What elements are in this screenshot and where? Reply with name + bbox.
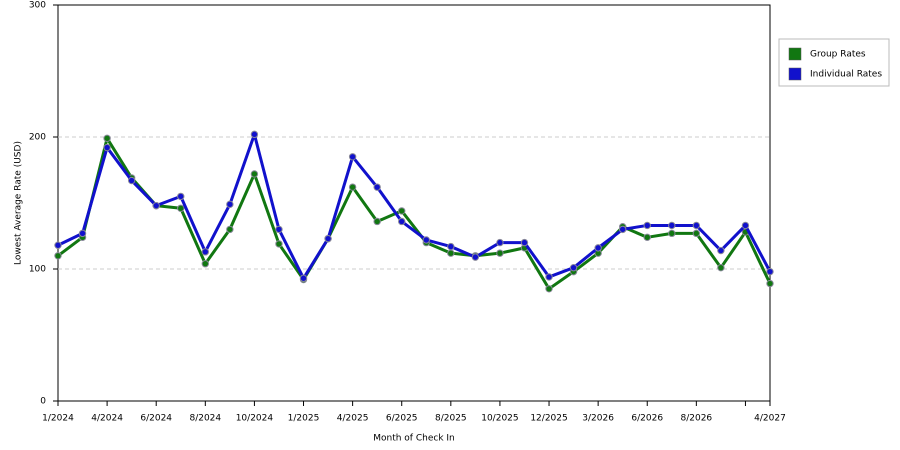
data-point bbox=[643, 221, 651, 230]
data-point bbox=[78, 229, 87, 238]
data-point bbox=[103, 134, 111, 143]
data-point bbox=[250, 170, 259, 178]
data-point bbox=[618, 225, 627, 234]
y-tick-label: 100 bbox=[29, 265, 46, 275]
data-point bbox=[152, 201, 160, 210]
data-point bbox=[226, 200, 234, 209]
x-tick-label: 8/2025 bbox=[435, 414, 467, 424]
legend-swatch bbox=[788, 67, 802, 81]
data-point bbox=[398, 217, 406, 226]
data-point bbox=[545, 285, 553, 293]
data-point bbox=[127, 176, 136, 185]
y-axis-title: Lowest Average Rate (USD) bbox=[14, 141, 24, 265]
data-point bbox=[766, 267, 774, 276]
x-tick-label: 6/2025 bbox=[386, 414, 418, 424]
x-tick-label: 10/2024 bbox=[236, 414, 274, 424]
legend: Group Rates Individual Rates bbox=[778, 38, 890, 87]
data-point bbox=[201, 248, 210, 256]
data-point bbox=[177, 192, 185, 201]
y-tick-label: 200 bbox=[29, 133, 46, 143]
data-point bbox=[471, 253, 480, 261]
data-point bbox=[447, 242, 455, 251]
plot-frame bbox=[57, 4, 771, 402]
data-point bbox=[373, 183, 381, 191]
data-point bbox=[594, 244, 602, 252]
data-point bbox=[275, 240, 283, 248]
x-tick-label: 4/2025 bbox=[337, 414, 369, 424]
data-point bbox=[741, 221, 750, 230]
x-tick-label: 3/2026 bbox=[582, 414, 614, 424]
data-point bbox=[250, 130, 259, 139]
data-point bbox=[717, 246, 725, 255]
series-line bbox=[57, 136, 772, 291]
data-point bbox=[692, 221, 701, 230]
x-tick-label: 4/2027 bbox=[754, 414, 786, 424]
data-point bbox=[520, 238, 529, 247]
x-axis-title: Month of Check In bbox=[373, 434, 455, 444]
data-point bbox=[668, 221, 676, 230]
legend-swatch bbox=[788, 47, 802, 61]
x-tick-label: 6/2026 bbox=[631, 414, 663, 424]
x-tick-label: 1/2024 bbox=[42, 414, 74, 424]
data-point bbox=[299, 274, 308, 282]
y-tick-label: 0 bbox=[40, 397, 46, 407]
data-point bbox=[54, 241, 62, 249]
data-point bbox=[692, 229, 701, 238]
x-tick-label: 8/2024 bbox=[189, 414, 221, 424]
x-tick-label: 8/2026 bbox=[681, 414, 713, 424]
data-point bbox=[373, 217, 381, 226]
data-point bbox=[324, 234, 332, 243]
data-point bbox=[226, 225, 234, 234]
x-tick-label: 10/2025 bbox=[481, 414, 518, 424]
data-point bbox=[496, 249, 504, 257]
data-point bbox=[103, 143, 111, 152]
data-point bbox=[54, 252, 62, 260]
data-point bbox=[275, 225, 283, 234]
x-tick-label: 6/2024 bbox=[140, 414, 172, 424]
data-point bbox=[545, 273, 553, 281]
data-point bbox=[643, 233, 651, 242]
data-point bbox=[447, 249, 455, 257]
data-point bbox=[569, 263, 578, 272]
data-point bbox=[717, 263, 725, 272]
y-tick-label: 300 bbox=[29, 1, 46, 11]
legend-label: Group Rates bbox=[810, 50, 866, 60]
data-point bbox=[348, 183, 357, 191]
data-point bbox=[177, 204, 185, 212]
x-tick-label: 4/2024 bbox=[91, 414, 123, 424]
data-point bbox=[668, 229, 676, 238]
data-point bbox=[766, 279, 774, 288]
legend-label: Individual Rates bbox=[810, 70, 882, 80]
series-line bbox=[57, 132, 772, 280]
x-tick-label: 12/2025 bbox=[530, 414, 567, 424]
data-point bbox=[398, 207, 406, 215]
x-tick-label: 1/2025 bbox=[288, 414, 320, 424]
data-point bbox=[201, 260, 210, 268]
data-point bbox=[348, 153, 357, 161]
data-point bbox=[496, 238, 504, 247]
data-point bbox=[422, 236, 430, 244]
